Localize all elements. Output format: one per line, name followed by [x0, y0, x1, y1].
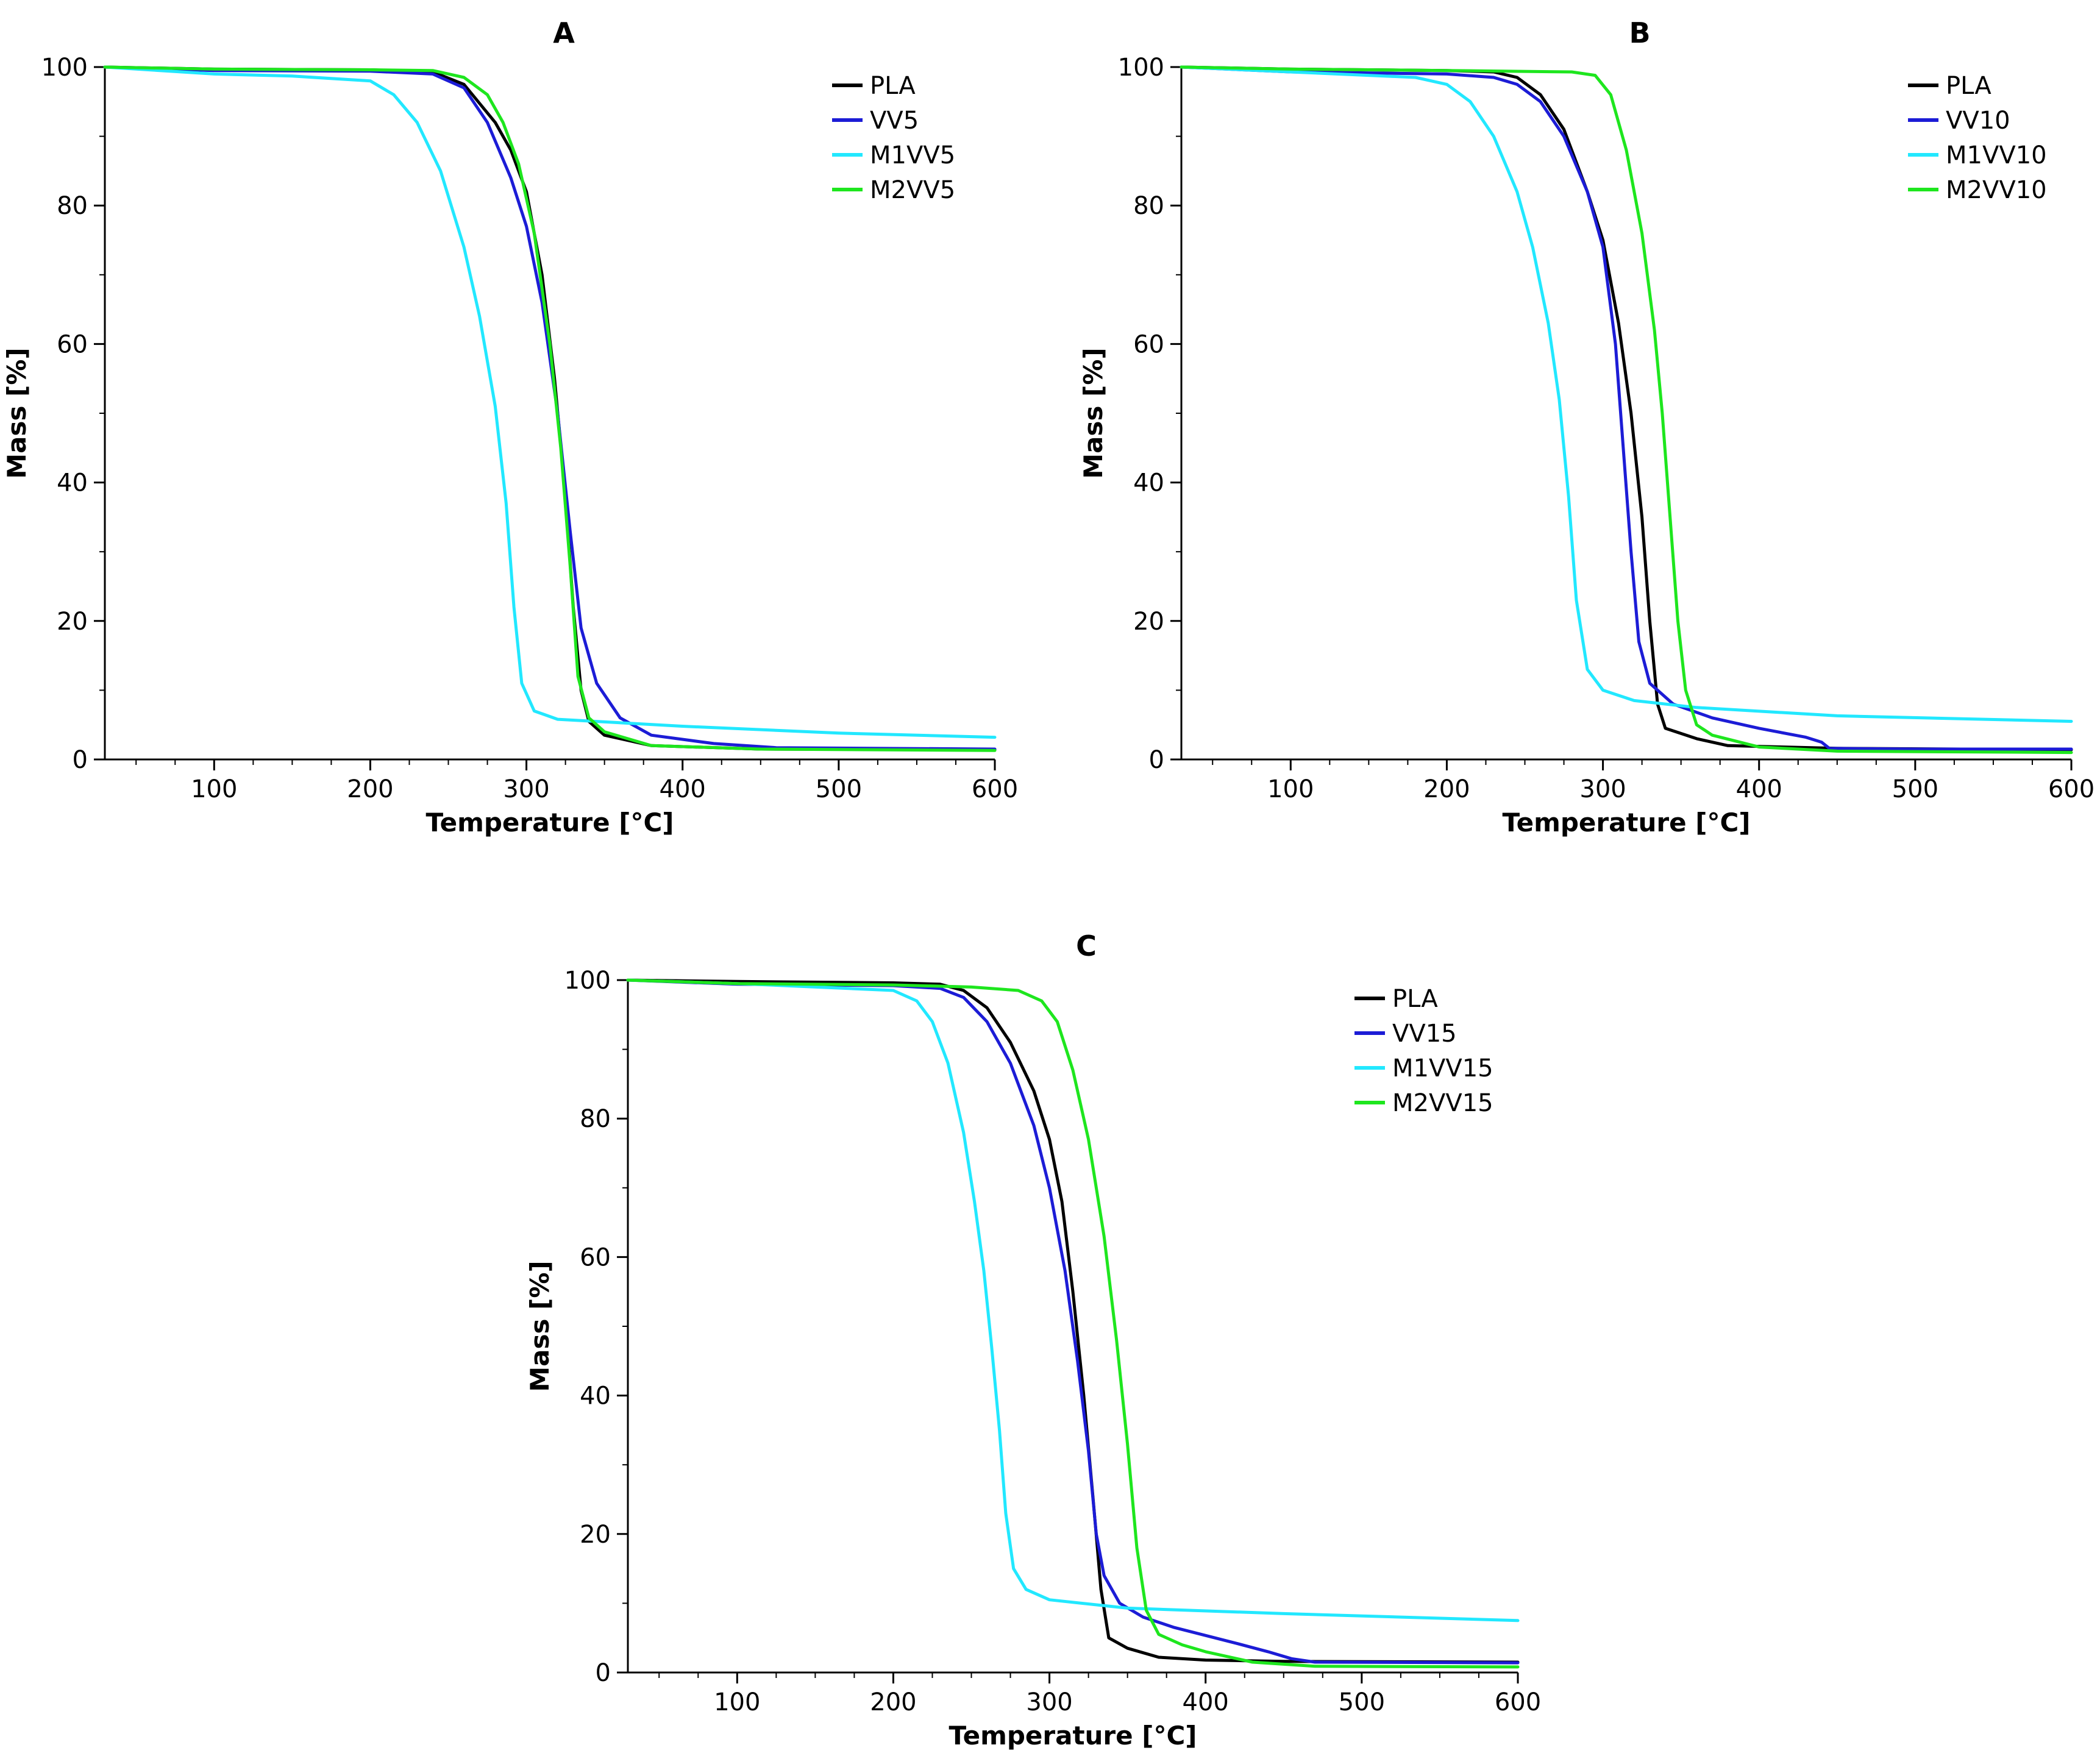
- chart-panel-a: A 100 200 300 400 500 600 0 20 40 60 80 100 Temperatu…: [2, 16, 1018, 837]
- y-tick-label: 60: [580, 1243, 611, 1271]
- x-tick-label: 500: [1892, 775, 1938, 803]
- x-tick-label: 300: [1026, 1688, 1072, 1716]
- y-tick-label: 100: [1118, 54, 1164, 82]
- legend-label: VV10: [1946, 107, 2010, 135]
- y-tick-label: 0: [1149, 746, 1164, 774]
- y-tick-label: 40: [580, 1382, 611, 1410]
- y-tick-label: 20: [57, 608, 88, 636]
- x-axis-label: Temperature [°C]: [426, 808, 674, 837]
- x-tick-label: 200: [870, 1688, 916, 1716]
- x-tick-label: 400: [660, 775, 706, 803]
- x-tick-label: 600: [2048, 775, 2095, 803]
- y-tick-label: 60: [57, 330, 88, 358]
- series-line-vv15: [626, 978, 1520, 1665]
- legend-label: M1VV10: [1946, 141, 2047, 169]
- y-tick-label: 80: [580, 1105, 611, 1133]
- y-tick-label: 20: [1133, 608, 1164, 636]
- y-tick-label: 80: [1133, 192, 1164, 220]
- x-tick-label: 400: [1736, 775, 1782, 803]
- x-tick-label: 400: [1183, 1688, 1229, 1716]
- y-tick-label: 100: [41, 54, 88, 82]
- legend-label: PLA: [870, 72, 916, 100]
- series-line-m2vv10: [1180, 65, 2073, 755]
- legend-label: PLA: [1392, 985, 1438, 1013]
- chart-panel-b: B 100 200 300 400 500 600 0 20 40 60 80 100 Temperatu…: [1078, 16, 2095, 837]
- legend-label: PLA: [1946, 72, 1991, 100]
- x-tick-label: 600: [972, 775, 1018, 803]
- panel-title: B: [1629, 16, 1650, 49]
- x-tick-label: 500: [1339, 1688, 1385, 1716]
- series-line-m2vv15: [626, 978, 1520, 1669]
- x-tick-label: 300: [503, 775, 549, 803]
- x-axis-label: Temperature [°C]: [949, 1721, 1197, 1751]
- x-tick-label: 200: [1423, 775, 1470, 803]
- y-tick-label: 20: [580, 1521, 611, 1549]
- x-tick-label: 500: [816, 775, 862, 803]
- y-tick-label: 0: [596, 1659, 611, 1687]
- panel-title: C: [1076, 930, 1097, 962]
- series-line-m1vv5: [103, 65, 997, 739]
- legend-label: M2VV5: [870, 176, 955, 204]
- y-tick-label: 80: [57, 192, 88, 220]
- legend-label: M1VV5: [870, 141, 955, 169]
- x-tick-label: 100: [191, 775, 237, 803]
- y-tick-label: 40: [57, 469, 88, 497]
- legend-label: M2VV15: [1392, 1089, 1493, 1117]
- series-line-m1vv15: [626, 978, 1520, 1623]
- x-tick-label: 100: [714, 1688, 760, 1716]
- chart-panel-c: C 100 200 300 400 500 600 0 20 40 60 80 100 Temperatu…: [525, 930, 1541, 1751]
- series-line-m1vv10: [1180, 65, 2073, 723]
- legend-label: M1VV15: [1392, 1054, 1493, 1082]
- panel-title: A: [553, 16, 575, 49]
- x-tick-label: 100: [1267, 775, 1314, 803]
- y-axis-label: Mass [%]: [2, 347, 32, 478]
- y-axis-label: Mass [%]: [1078, 347, 1108, 478]
- legend-label: VV15: [1392, 1020, 1457, 1048]
- x-axis-label: Temperature [°C]: [1503, 808, 1751, 837]
- series-line-m2vv5: [103, 65, 997, 752]
- y-tick-label: 0: [73, 746, 88, 774]
- y-tick-label: 100: [564, 967, 611, 995]
- series-line-vv10: [1180, 65, 2073, 751]
- legend-label: VV5: [870, 107, 919, 135]
- y-tick-label: 60: [1133, 330, 1164, 358]
- x-tick-label: 200: [347, 775, 393, 803]
- y-axis-label: Mass [%]: [525, 1260, 555, 1392]
- legend-label: M2VV10: [1946, 176, 2047, 204]
- y-tick-label: 40: [1133, 469, 1164, 497]
- x-tick-label: 300: [1579, 775, 1626, 803]
- x-tick-label: 600: [1495, 1688, 1541, 1716]
